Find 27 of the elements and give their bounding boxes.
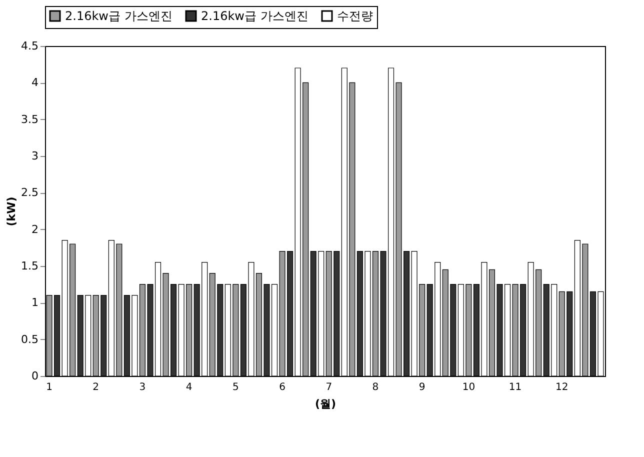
x-tick-label: 9	[418, 382, 426, 393]
y-tick-label: 3	[32, 150, 38, 162]
legend-label: 2.16kw급 가스엔진	[201, 9, 308, 23]
y-tick-label: 4	[32, 76, 38, 90]
y-tick-label: 4.5	[21, 40, 38, 52]
x-tick-label: 11	[508, 382, 522, 393]
x-tick-label: 7	[326, 382, 332, 393]
x-axis-title: (월)	[314, 398, 336, 410]
x-tick-label: 3	[139, 382, 146, 393]
x-tick-label: 2	[92, 382, 100, 393]
legend-label: 2.16kw급 가스엔진	[65, 9, 172, 23]
y-tick-label: 3.5	[21, 112, 38, 126]
x-tick-label: 10	[462, 382, 476, 393]
x-tick-label: 8	[372, 382, 379, 393]
y-tick-label: 1	[32, 296, 38, 310]
legend-label: 수전량	[337, 9, 373, 23]
x-tick-label: 4	[186, 382, 192, 393]
x-tick-label: 5	[232, 382, 239, 393]
y-tick-label: 1.5	[21, 260, 38, 272]
x-tick-label: 12	[556, 382, 568, 393]
y-tick-label: 2.5	[21, 186, 38, 200]
x-tick-label: 6	[279, 382, 286, 393]
y-tick-label: 0.5	[21, 332, 38, 346]
y-tick-label: 0	[32, 370, 38, 382]
x-tick-label: 1	[46, 382, 52, 393]
y-axis-title: (kW)	[5, 196, 18, 226]
y-tick-label: 2	[32, 222, 38, 236]
